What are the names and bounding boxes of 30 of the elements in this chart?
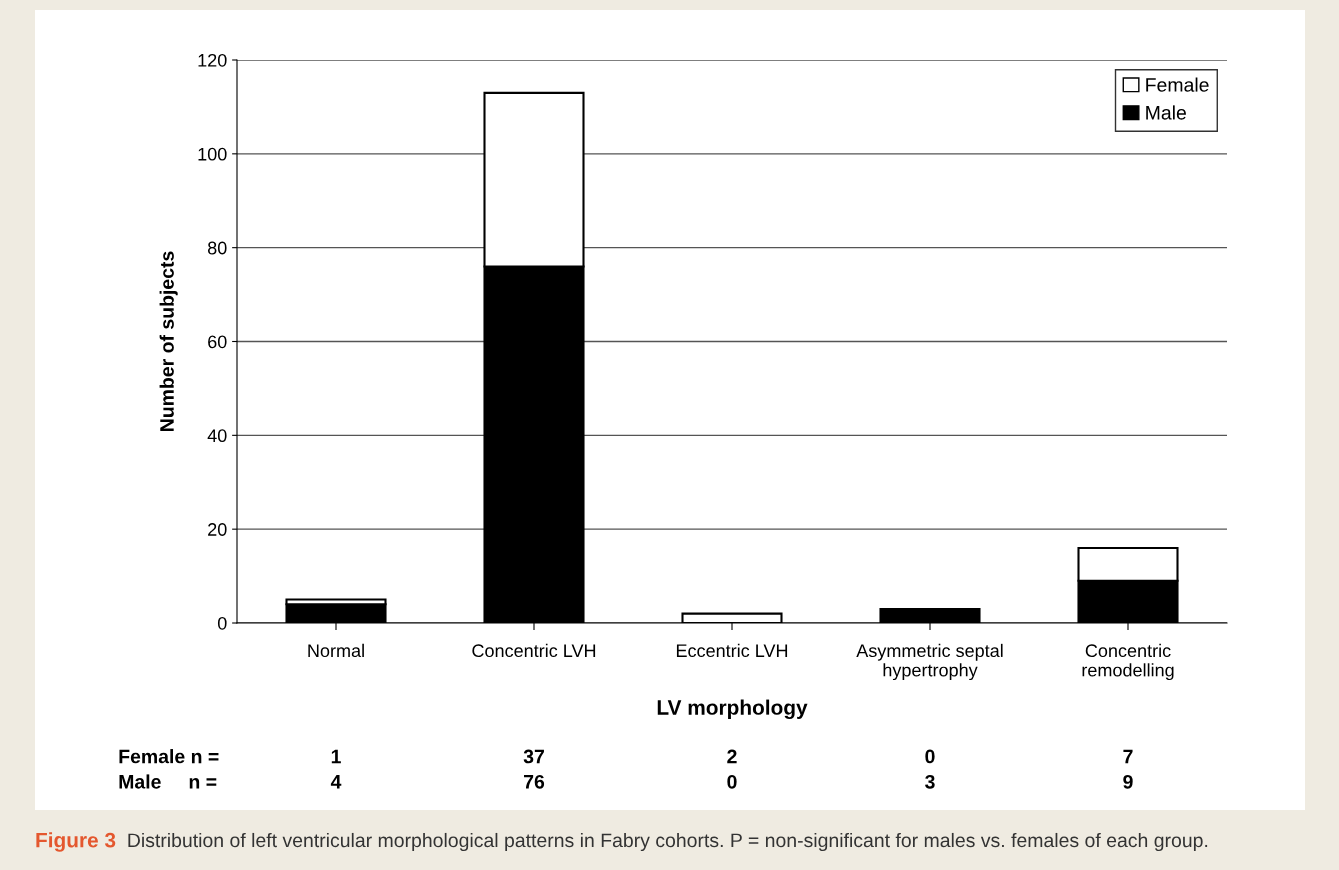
y-tick-label: 120 bbox=[198, 53, 227, 67]
x-tick-label: Normal bbox=[308, 643, 364, 658]
y-tick-label: 60 bbox=[208, 335, 227, 349]
data-label: 3 bbox=[925, 774, 935, 789]
y-axis-title: Number of subjects bbox=[159, 251, 178, 431]
y-tick-label: 40 bbox=[207, 429, 227, 443]
data-label: 0 bbox=[727, 774, 737, 789]
x-tick-label: Concentric LVH bbox=[472, 643, 596, 658]
x-tick-label: Concentric remodelling bbox=[1082, 643, 1174, 681]
y-tick-label: 80 bbox=[207, 241, 227, 255]
data-label: 9 bbox=[1123, 774, 1133, 789]
data-label: 2 bbox=[727, 749, 737, 764]
x-tick-label: Eccentric LVH bbox=[676, 643, 788, 658]
text: Female n = bbox=[119, 749, 219, 764]
legend-label: Male bbox=[1146, 105, 1186, 120]
x-axis-title: LV morphology bbox=[657, 699, 808, 720]
x-tick-label: Asymmetric septal hypertrophy bbox=[856, 643, 1003, 681]
text: Male n = bbox=[119, 774, 217, 789]
data-label: 1 bbox=[331, 749, 341, 764]
text: Distribution of left ventricular morphological patterns in Fabry cohorts. P = non-significant for males vs. females of each group. bbox=[128, 832, 1208, 852]
data-label: 7 bbox=[1123, 749, 1133, 764]
y-tick-label: 0 bbox=[217, 616, 227, 630]
data-label: 0 bbox=[925, 749, 935, 764]
data-label: 37 bbox=[523, 749, 544, 764]
legend-label: Female bbox=[1146, 77, 1209, 92]
y-tick-label: 20 bbox=[208, 523, 227, 536]
caption: Figure 3 bbox=[36, 832, 116, 852]
data-label: 4 bbox=[330, 775, 342, 789]
y-tick-label: 100 bbox=[198, 147, 227, 161]
data-label: 76 bbox=[524, 774, 545, 789]
